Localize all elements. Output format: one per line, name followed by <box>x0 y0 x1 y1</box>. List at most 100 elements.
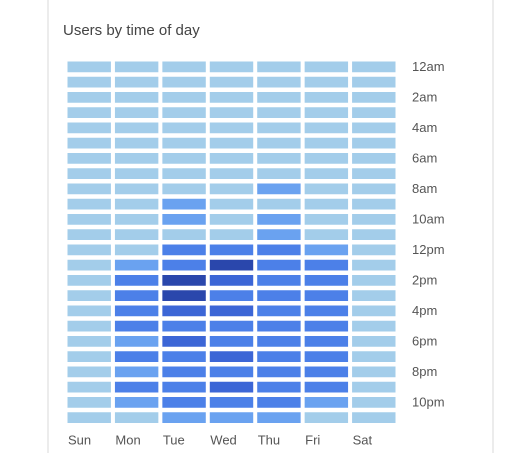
heat-cell <box>114 137 159 149</box>
heat-cell <box>114 366 159 378</box>
heat-cell <box>67 259 111 271</box>
heat-cell <box>209 381 254 393</box>
heat-cell <box>67 397 111 408</box>
heat-cell <box>209 153 254 164</box>
heat-cell <box>352 275 396 286</box>
heat-cell <box>352 76 396 88</box>
heat-cell <box>209 305 254 317</box>
heat-cell <box>352 153 396 164</box>
heat-cell <box>162 244 206 256</box>
heat-cell <box>162 381 206 393</box>
heat-cell <box>67 153 111 164</box>
heat-cell <box>209 183 254 195</box>
y-tick-label: 8pm <box>412 364 437 379</box>
heat-cell <box>114 168 159 179</box>
heat-cell <box>162 275 206 286</box>
heat-cell <box>114 259 159 271</box>
heat-cell <box>114 229 159 240</box>
heat-cell <box>257 320 301 332</box>
heat-cell <box>352 290 396 301</box>
heat-cell <box>114 214 159 225</box>
heat-cell <box>114 244 159 256</box>
heat-cell <box>209 61 254 73</box>
heat-cell <box>162 412 206 423</box>
heat-cell <box>67 305 111 317</box>
heat-cell <box>257 229 301 240</box>
heat-cell <box>257 153 301 164</box>
heat-cell <box>304 259 349 271</box>
heat-cell <box>304 290 349 301</box>
heat-cell <box>114 76 159 88</box>
x-tick-label: Tue <box>163 432 185 447</box>
heat-cell <box>352 137 396 149</box>
heat-cell <box>209 290 254 301</box>
heat-cell <box>257 183 301 195</box>
heat-cell <box>114 336 159 347</box>
heat-cell <box>162 122 206 134</box>
heat-cell <box>352 412 396 423</box>
heat-cell <box>352 229 396 240</box>
heat-cell <box>352 122 396 134</box>
x-tick-label: Sat <box>353 432 373 447</box>
heat-cell <box>114 275 159 286</box>
heat-cell <box>67 198 111 210</box>
heat-cell <box>162 259 206 271</box>
heat-cell <box>352 168 396 179</box>
heat-cell <box>352 198 396 210</box>
heat-cell <box>162 290 206 301</box>
heat-cell <box>162 305 206 317</box>
heat-cell <box>114 305 159 317</box>
heat-cell <box>257 214 301 225</box>
heat-cell <box>257 412 301 423</box>
heat-cell <box>114 153 159 164</box>
heat-cell <box>304 168 349 179</box>
heat-cell <box>304 320 349 332</box>
heat-cell <box>162 351 206 362</box>
heat-cell <box>209 198 254 210</box>
heat-cell <box>304 305 349 317</box>
heat-cell <box>304 381 349 393</box>
heat-cell <box>304 137 349 149</box>
heat-cell <box>209 244 254 256</box>
heat-cell <box>352 336 396 347</box>
heat-cell <box>257 107 301 118</box>
heat-cell <box>304 76 349 88</box>
heat-cell <box>67 168 111 179</box>
heat-cell <box>67 244 111 256</box>
heat-cell <box>304 397 349 408</box>
heat-cell <box>209 320 254 332</box>
heat-cell <box>114 381 159 393</box>
heat-cell <box>67 92 111 103</box>
x-tick-label: Fri <box>305 432 320 447</box>
heat-cell <box>257 336 301 347</box>
heat-cell <box>67 107 111 118</box>
heat-cell <box>162 229 206 240</box>
heat-cell <box>304 366 349 378</box>
heat-cell <box>352 214 396 225</box>
x-tick-label: Thu <box>258 432 280 447</box>
heat-cell <box>162 76 206 88</box>
heat-cell <box>352 92 396 103</box>
heat-cell <box>304 107 349 118</box>
x-tick-label: Wed <box>210 432 237 447</box>
heat-cell <box>162 366 206 378</box>
heat-cell <box>304 244 349 256</box>
heat-cell <box>67 229 111 240</box>
heat-cell <box>304 198 349 210</box>
heat-cell <box>209 122 254 134</box>
heat-cell <box>162 198 206 210</box>
heat-cell <box>352 107 396 118</box>
heat-cell <box>67 214 111 225</box>
heat-cell <box>209 76 254 88</box>
heat-cell <box>162 137 206 149</box>
heat-cell <box>257 198 301 210</box>
heat-cell <box>162 214 206 225</box>
heat-cell <box>67 351 111 362</box>
heat-cell <box>304 214 349 225</box>
heat-cell <box>304 92 349 103</box>
heat-cell <box>352 305 396 317</box>
heat-cell <box>209 412 254 423</box>
heat-cell <box>352 183 396 195</box>
heat-cell <box>114 61 159 73</box>
chart-title: Users by time of day <box>63 22 200 39</box>
